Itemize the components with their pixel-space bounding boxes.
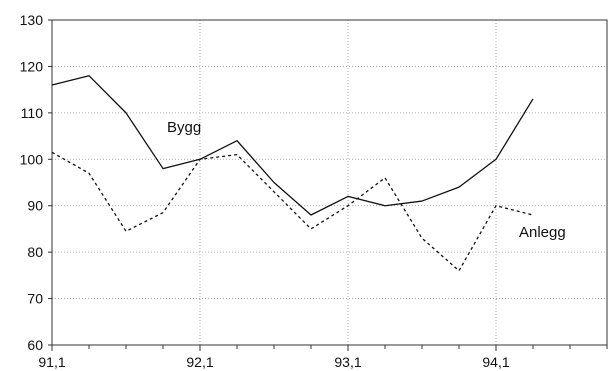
series-label-anlegg: Anlegg [519, 224, 566, 241]
y-tick-label: 90 [27, 198, 43, 214]
y-tick-label: 130 [20, 12, 44, 28]
axis-labels: 60 70 80 90 100 110 120 130 91,1 92,1 93,1 94,1 [20, 12, 510, 370]
y-tick-label: 100 [20, 151, 44, 167]
series-line-bygg [51, 75, 534, 216]
series-lines [51, 75, 534, 272]
x-tick-label: 93,1 [334, 354, 361, 370]
x-tick-label: 92,1 [186, 354, 213, 370]
series-label-bygg: Bygg [167, 119, 201, 136]
x-tick-label: 91,1 [38, 354, 65, 370]
plot-frame [51, 19, 608, 346]
y-tick-label: 120 [20, 58, 44, 74]
y-tick-label: 60 [27, 337, 43, 353]
axis-ticks [48, 19, 608, 351]
grid [52, 20, 607, 345]
series-line-anlegg [51, 151, 534, 272]
y-tick-label: 70 [27, 291, 43, 307]
y-tick-label: 80 [27, 244, 43, 260]
y-tick-label: 110 [21, 105, 44, 121]
x-tick-label: 94,1 [482, 354, 509, 370]
